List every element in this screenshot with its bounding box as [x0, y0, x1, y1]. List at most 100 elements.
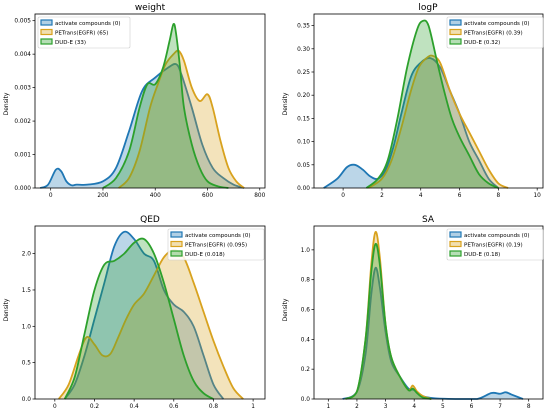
legend-item-petrans: PETrans(EGFR) (65): [55, 31, 108, 37]
plot-area: 0 0.2 0.4 0.6 0.8 1 0.0 0.5 1.0 1.5 2.0: [22, 225, 266, 410]
x-tick-label: 400: [150, 193, 161, 199]
x-tick-label: 800: [254, 193, 265, 199]
series-line-2: [63, 237, 214, 400]
chart-title: QED: [140, 215, 160, 225]
plot-area: 0 2 4 6 8 10 0.00 0.05 0.10 0.15 0.20 0.25 0.30 0.35: [297, 13, 544, 199]
y-tick-label: 0.00: [297, 186, 310, 192]
legend-swatch-dude: [449, 38, 462, 45]
y-tick-label: 0.001: [14, 153, 31, 159]
y-tick-label: 2.0: [22, 252, 32, 258]
x-tick-label: 10: [533, 193, 541, 199]
legend-box: [446, 228, 544, 261]
panel-weight: weight Density 0 200 400 600 800 0.000 0.001 0.…: [3, 3, 266, 199]
panel-sa: SA Density 1 2 3 4 5 6 7 8 0.0 0.2 0.4 0.6 0.8 1.0 ac…: [282, 215, 544, 410]
series-area-1: [58, 249, 244, 399]
plot-area: 1 2 3 4 5 6 7 8 0.0 0.2 0.4 0.6 0.8 1.0: [301, 225, 544, 410]
series-area-0: [342, 267, 523, 399]
y-tick-label: 0.30: [297, 47, 310, 53]
x-tick-label: 4: [412, 404, 416, 410]
legend: activate compounds (0) PETrans(EGFR) (65…: [37, 16, 131, 49]
series-area-2: [102, 23, 229, 189]
legend-item-activate: activate compounds (0): [464, 233, 529, 239]
legend-swatch-petrans: [449, 240, 462, 248]
panel-logp: logP Density 0 2 4 6 8 10 0.00 0.05 0.10 0.15 0.20…: [282, 3, 544, 199]
legend-item-dude: DUD-E (0.018): [185, 252, 225, 258]
legend: activate compounds (0) PETrans(EGFR) (0.…: [446, 16, 544, 49]
series-area-1: [368, 55, 509, 189]
y-axis-label: Density: [3, 298, 10, 321]
x-tick-label: 6: [470, 404, 474, 410]
y-tick-label: 0.15: [297, 116, 310, 122]
x-tick-label: 0: [49, 193, 53, 199]
panel-qed: QED Density 0 0.2 0.4 0.6 0.8 1 0.0 0.5 1.0 1.5 2.…: [3, 215, 266, 410]
x-tick-label: 600: [202, 193, 213, 199]
y-tick-label: 0.25: [297, 70, 310, 76]
legend-swatch-dude: [449, 250, 462, 257]
chart-title: logP: [418, 3, 438, 13]
y-tick-label: 0.003: [14, 86, 31, 92]
series-area-0: [40, 63, 245, 188]
y-axis-label: Density: [3, 92, 10, 115]
series-area-2: [64, 238, 214, 399]
legend-swatch-activate: [449, 19, 462, 26]
y-tick-label: 0.35: [297, 24, 310, 30]
y-axis-label: Density: [282, 92, 289, 115]
y-tick-label: 0.10: [297, 140, 310, 146]
y-tick-label: 0.4: [301, 337, 311, 343]
chart-title: weight: [135, 3, 166, 13]
x-tick-label: 5: [441, 404, 445, 410]
series-line-2: [102, 22, 229, 189]
legend-swatch-petrans: [170, 240, 183, 248]
legend-item-petrans: PETrans(EGFR) (0.19): [464, 243, 523, 249]
x-tick-label: 0: [341, 193, 345, 199]
x-tick-label: 6: [458, 193, 462, 199]
legend-item-activate: activate compounds (0): [55, 21, 120, 27]
axes-frame: [313, 225, 544, 400]
series-line-1: [58, 249, 244, 400]
legend-swatch-petrans: [40, 28, 53, 36]
x-tick-label: 2: [380, 193, 384, 199]
x-tick-label: 1: [251, 404, 255, 410]
legend-swatch-dude: [170, 250, 183, 257]
x-tick-label: 2: [355, 404, 359, 410]
y-tick-label: 0.2: [301, 367, 311, 373]
x-tick-label: 4: [419, 193, 423, 199]
legend-swatch-activate: [449, 231, 462, 238]
x-tick-label: 3: [384, 404, 388, 410]
x-tick-label: 0.8: [209, 404, 219, 410]
legend-item-activate: activate compounds (0): [464, 21, 529, 27]
x-tick-label: 0.6: [169, 404, 179, 410]
legend-swatch-dude: [40, 38, 53, 45]
series-area-2: [366, 20, 499, 188]
x-tick-label: 0.2: [90, 404, 100, 410]
series-line-0: [39, 63, 245, 189]
legend-box: [167, 228, 265, 261]
x-tick-label: 8: [497, 193, 501, 199]
legend-item-petrans: PETrans(EGFR) (0.095): [185, 243, 247, 249]
series-line-2: [345, 242, 432, 400]
axes-frame: [34, 13, 266, 189]
series-area-1: [118, 50, 245, 189]
axes-frame: [34, 225, 266, 400]
legend-box: [37, 16, 131, 49]
y-tick-label: 0.004: [14, 52, 31, 58]
x-tick-label: 0.4: [130, 404, 140, 410]
y-tick-label: 0.000: [14, 186, 31, 192]
y-tick-label: 0.002: [14, 119, 31, 125]
legend: activate compounds (0) PETrans(EGFR) (0.…: [167, 228, 265, 261]
series-line-2: [365, 19, 499, 189]
y-tick-label: 1.0: [301, 248, 311, 254]
y-axis-label: Density: [282, 298, 289, 321]
axes-frame: [313, 13, 544, 189]
y-tick-label: 0.8: [301, 278, 311, 284]
legend-swatch-petrans: [449, 28, 462, 36]
series-area-2: [345, 243, 432, 399]
y-tick-label: 1.0: [22, 324, 32, 330]
legend-item-dude: DUD-E (0.18): [464, 252, 500, 258]
legend-swatch-activate: [40, 19, 53, 26]
legend: activate compounds (0) PETrans(EGFR) (0.…: [446, 228, 544, 261]
x-tick-label: 7: [498, 404, 502, 410]
series-line-1: [118, 49, 245, 189]
